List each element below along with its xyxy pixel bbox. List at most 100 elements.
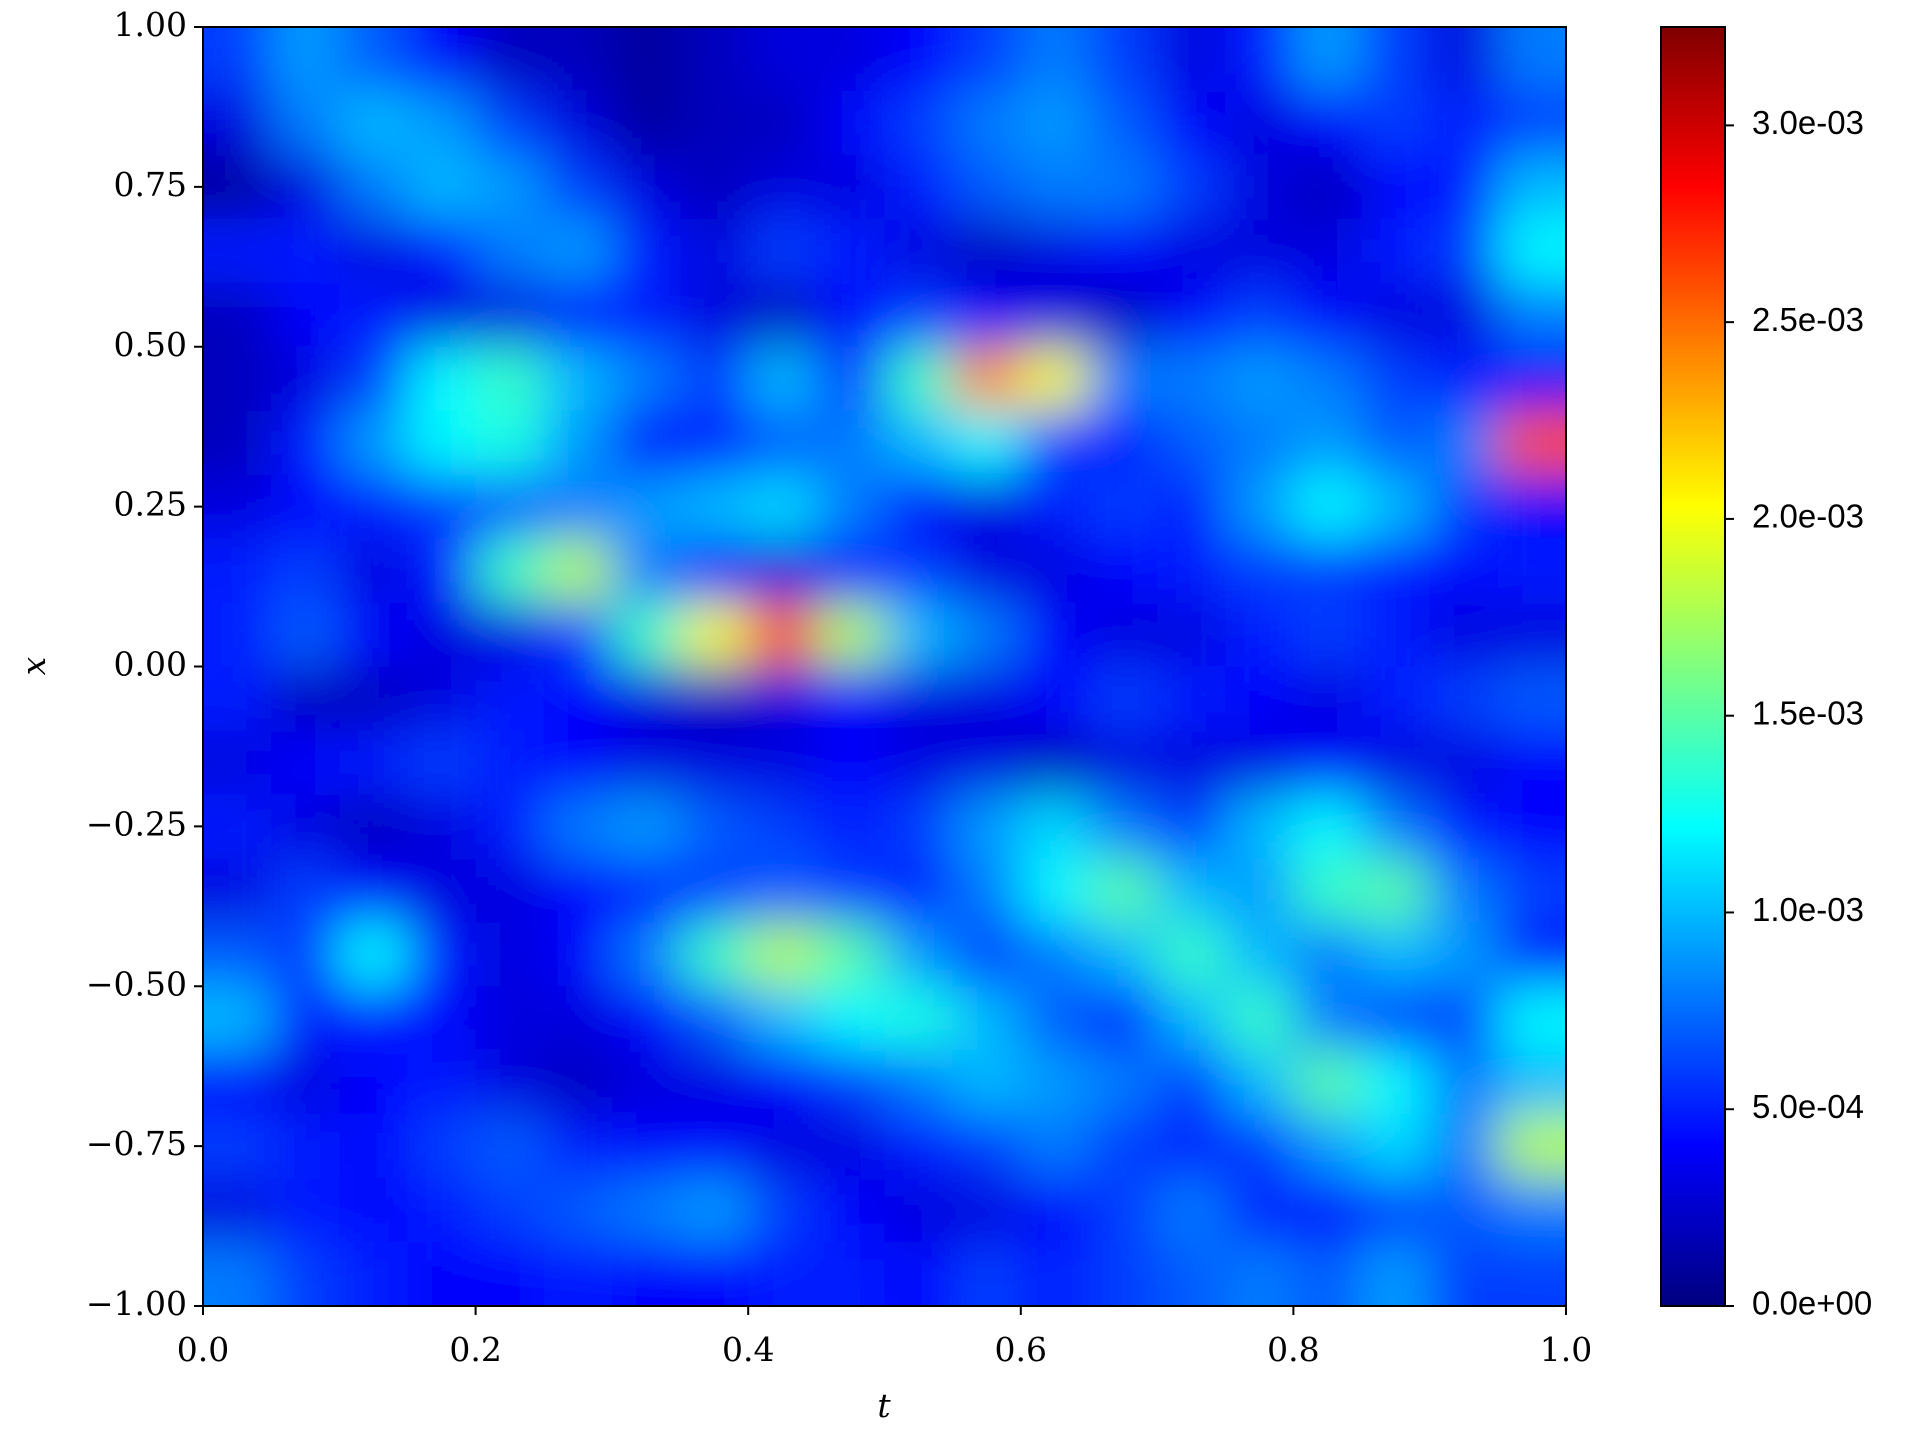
heatmap-cell	[407, 346, 477, 412]
heatmap-cell	[1157, 602, 1226, 667]
heatmap-cell	[543, 1050, 613, 1115]
colorbar-tick-label: 5.0e-04	[1752, 1088, 1864, 1125]
heatmap-cell	[884, 90, 954, 156]
y-tick-label: −0.25	[86, 804, 187, 843]
heatmap-cell	[475, 1242, 545, 1306]
x-tick-label: 0.6	[995, 1330, 1047, 1369]
heatmap-cell	[1157, 538, 1226, 604]
heatmap-cell	[1361, 602, 1431, 667]
heatmap-cell	[816, 218, 885, 284]
heatmap-cell	[816, 538, 885, 604]
heatmap-cell	[1361, 666, 1431, 731]
heatmap-cell	[816, 27, 885, 92]
heatmap-cell	[475, 794, 545, 859]
heatmap-cell	[339, 282, 408, 348]
heatmap-cell	[1088, 1050, 1158, 1115]
heatmap-cell	[203, 538, 272, 604]
heatmap-cell	[203, 410, 272, 476]
x-tick-label: 0.4	[722, 1330, 774, 1369]
heatmap-cell	[1361, 1114, 1431, 1179]
heatmap-cell	[611, 282, 681, 348]
heatmap-cell	[1225, 538, 1294, 604]
heatmap-cell	[1020, 922, 1090, 987]
heatmap-cell	[748, 538, 817, 604]
heatmap-cell	[952, 1050, 1022, 1115]
heatmap-cell	[407, 730, 477, 795]
heatmap-cell	[1497, 410, 1566, 476]
heatmap-cell	[680, 794, 749, 859]
heatmap-cell	[680, 410, 749, 476]
heatmap-cell	[475, 27, 545, 92]
heatmap-cell	[339, 154, 408, 220]
heatmap-cell	[475, 346, 545, 412]
heatmap-cell	[203, 666, 272, 731]
heatmap-cell	[1157, 1114, 1226, 1179]
heatmap-cell	[680, 858, 749, 923]
heatmap-cell	[1361, 154, 1431, 220]
heatmap-cell	[475, 1114, 545, 1179]
heatmap-cell	[611, 218, 681, 284]
heatmap-cell	[1020, 282, 1090, 348]
heatmap-cell	[884, 1178, 954, 1243]
heatmap-cell	[1225, 1114, 1294, 1179]
heatmap-cell	[203, 27, 272, 92]
heatmap-cell	[543, 1114, 613, 1179]
heatmap-cell	[1020, 154, 1090, 220]
y-tick-label: −1.00	[86, 1284, 187, 1323]
heatmap-cell	[680, 666, 749, 731]
heatmap-cell	[407, 1178, 477, 1243]
heatmap-cell	[339, 346, 408, 412]
heatmap-cell	[1088, 410, 1158, 476]
heatmap-cell	[339, 986, 408, 1051]
y-tick-label: 0.00	[114, 645, 187, 684]
heatmap-cell	[1429, 858, 1499, 923]
heatmap-cell	[1429, 602, 1499, 667]
heatmap-cell	[339, 538, 408, 604]
heatmap-cell	[680, 1050, 749, 1115]
heatmap-cell	[1088, 27, 1158, 92]
heatmap-cell	[748, 1242, 817, 1306]
heatmap-cell	[884, 858, 954, 923]
heatmap-cell	[952, 1114, 1022, 1179]
heatmap-cell	[884, 986, 954, 1051]
heatmap-cell	[1225, 346, 1294, 412]
heatmap-cell	[475, 410, 545, 476]
heatmap-cell	[680, 218, 749, 284]
heatmap-cell	[1293, 218, 1363, 284]
x-tick-label: 0.8	[1267, 1330, 1319, 1369]
heatmap-cell	[1429, 794, 1499, 859]
heatmap-cell	[748, 90, 817, 156]
heatmap-cell	[1157, 794, 1226, 859]
heatmap-cell	[1157, 474, 1226, 540]
heatmap-cell	[1088, 730, 1158, 795]
heatmap-cell	[407, 474, 477, 540]
heatmap-cell	[748, 858, 817, 923]
heatmap-cell	[1088, 602, 1158, 667]
heatmap-cell	[952, 1178, 1022, 1243]
heatmap-cell	[1429, 410, 1499, 476]
heatmap-cell	[1225, 474, 1294, 540]
heatmap-cell	[203, 1242, 272, 1306]
heatmap-cell	[1293, 1050, 1363, 1115]
heatmap-cell	[203, 346, 272, 412]
heatmap-cell	[339, 794, 408, 859]
heatmap-cell	[1020, 858, 1090, 923]
heatmap-cell	[1429, 922, 1499, 987]
heatmap-cell	[407, 1114, 477, 1179]
heatmap-cell	[748, 1114, 817, 1179]
heatmap-cell	[407, 1050, 477, 1115]
heatmap-cell	[884, 218, 954, 284]
heatmap-cell	[271, 602, 340, 667]
heatmap-cell	[407, 602, 477, 667]
heatmap-cell	[407, 858, 477, 923]
heatmap-cell	[1020, 794, 1090, 859]
heatmap-cell	[816, 730, 885, 795]
heatmap-cell	[1293, 282, 1363, 348]
heatmap-cell	[1497, 27, 1566, 92]
heatmap-cell	[1225, 922, 1294, 987]
heatmap-cell	[271, 986, 340, 1051]
heatmap-cell	[1157, 1242, 1226, 1306]
heatmap-cell	[475, 154, 545, 220]
heatmap-cell	[1497, 218, 1566, 284]
